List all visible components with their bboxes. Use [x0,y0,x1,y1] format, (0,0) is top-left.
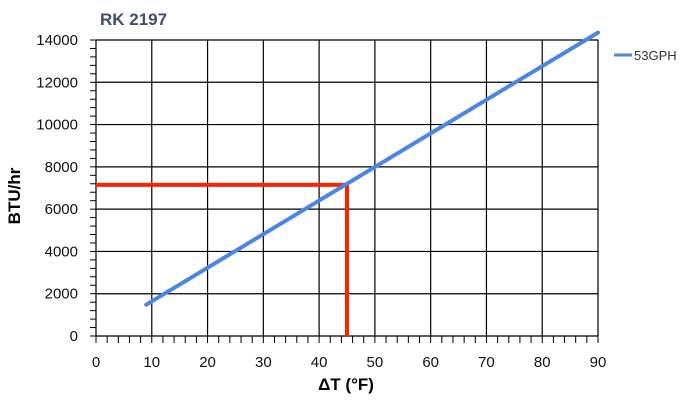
y-axis-label: BTU/hr [5,167,24,224]
y-tick-label: 4000 [45,243,78,260]
legend: 53GPH [614,48,677,63]
chart-title: RK 2197 [100,10,167,29]
y-tick-label: 6000 [45,201,78,218]
x-tick-label: 80 [534,354,551,371]
y-tick-label: 2000 [45,286,78,303]
legend-label: 53GPH [634,48,677,63]
series [144,30,600,307]
y-tick-label: 14000 [36,32,78,49]
x-tick-label: 0 [92,354,100,371]
x-axis-label: ΔT (°F) [318,375,374,394]
y-tick-label: 12000 [36,74,78,91]
axis-ticks: 0 10 20 30 40 50 60 70 80 90 0 2000 4000 6000 8000 1000… [36,32,606,371]
x-tick-label: 30 [255,354,272,371]
x-tick-label: 90 [590,354,607,371]
x-tick-label: 70 [478,354,495,371]
series-line [144,30,600,307]
x-tick-label: 50 [367,354,384,371]
y-tick-label: 8000 [45,159,78,176]
x-tick-label: 40 [311,354,328,371]
y-tick-label: 10000 [36,117,78,134]
grid [90,39,599,343]
y-tick-label: 0 [70,328,78,345]
x-tick-label: 60 [422,354,439,371]
x-tick-label: 20 [199,354,216,371]
x-tick-label: 10 [143,354,160,371]
